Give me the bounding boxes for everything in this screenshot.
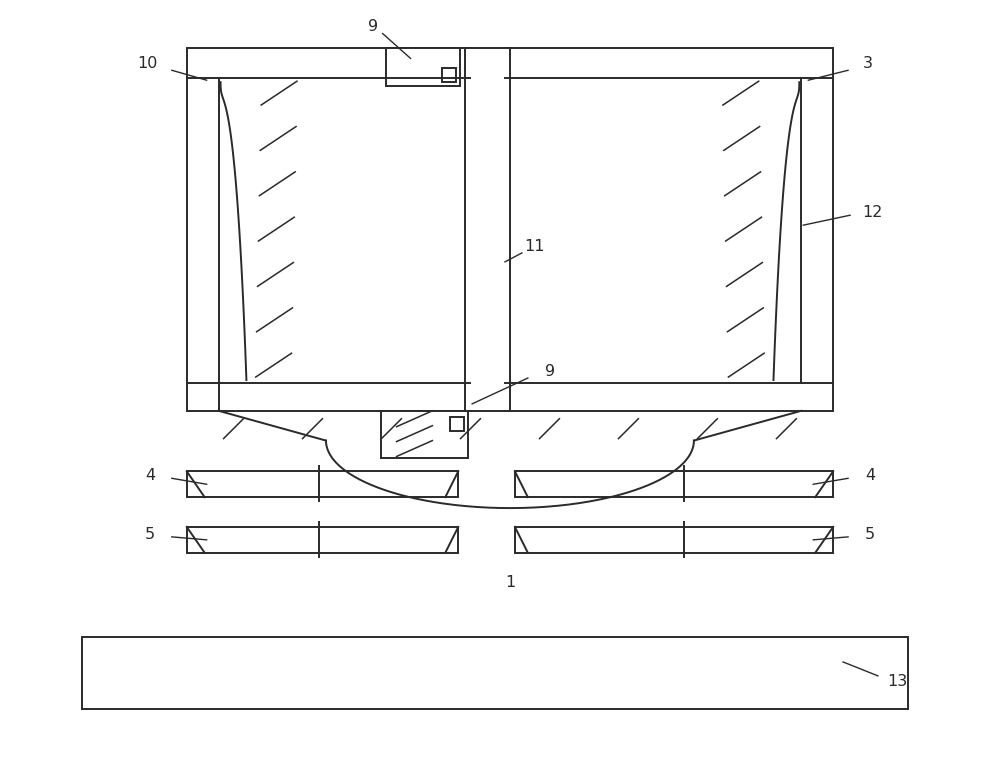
Bar [515,471,833,497]
Bar [386,48,460,86]
Bar [187,48,470,411]
Bar [450,417,464,430]
Text: 10: 10 [137,56,157,70]
Text: 4: 4 [145,468,155,483]
Text: 3: 3 [863,56,873,70]
Bar [381,411,468,458]
Bar [442,68,456,82]
Text: 9: 9 [368,19,378,34]
Text: 11: 11 [525,240,545,254]
Text: 1: 1 [505,575,515,590]
Bar [515,527,833,553]
Text: 5: 5 [865,527,875,542]
Text: 5: 5 [145,527,155,542]
Bar [82,637,908,709]
Bar [505,48,833,411]
Text: 13: 13 [888,674,908,689]
Text: 4: 4 [865,468,875,483]
Bar [465,48,510,411]
Text: 12: 12 [863,205,883,220]
Text: 9: 9 [545,364,555,378]
Bar [187,527,458,553]
Bar [187,471,458,497]
